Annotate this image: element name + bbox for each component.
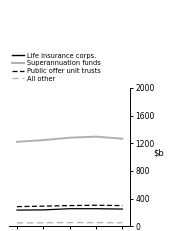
Legend: Life insurance corps., Superannuation funds, Public offer unit trusts, All other: Life insurance corps., Superannuation fu… — [12, 53, 101, 82]
Y-axis label: $b: $b — [153, 148, 164, 157]
